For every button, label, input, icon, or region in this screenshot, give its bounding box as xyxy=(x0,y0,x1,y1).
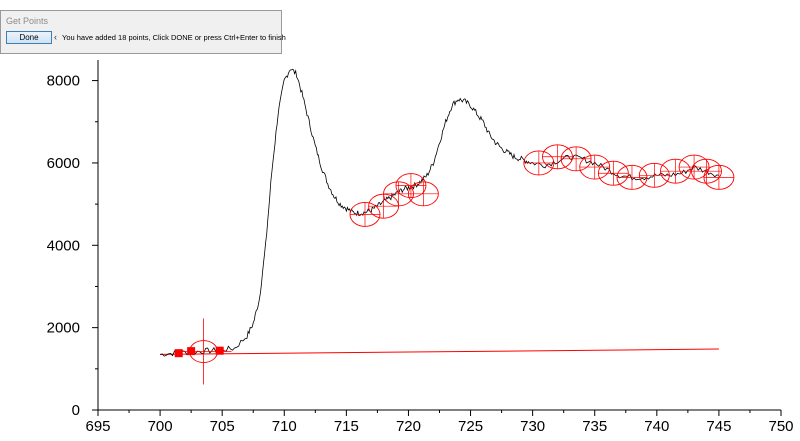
picked-point-marker[interactable] xyxy=(597,160,629,186)
anchor-square-marker[interactable] xyxy=(187,347,196,356)
cursor-crosshair[interactable] xyxy=(175,318,232,385)
picked-point-marker[interactable] xyxy=(523,150,555,176)
dialog-title: Get Points xyxy=(6,16,49,26)
picked-point-marker[interactable] xyxy=(616,164,648,190)
picked-point-marker[interactable] xyxy=(638,162,670,188)
axis-ticks xyxy=(92,80,782,416)
y-tick-label: 0 xyxy=(72,402,80,419)
x-tick-label: 725 xyxy=(458,418,483,435)
x-tick-label: 750 xyxy=(768,418,793,435)
x-tick-label: 745 xyxy=(706,418,731,435)
y-tick-label: 6000 xyxy=(47,155,80,172)
x-tick-label: 710 xyxy=(272,418,297,435)
picked-point-marker[interactable] xyxy=(703,164,735,190)
picked-point-marker[interactable] xyxy=(560,146,592,172)
y-tick-label: 2000 xyxy=(47,320,80,337)
y-tick-label: 4000 xyxy=(47,237,80,254)
x-tick-label: 700 xyxy=(148,418,173,435)
x-tick-label: 695 xyxy=(85,418,110,435)
x-tick-label: 735 xyxy=(582,418,607,435)
anchor-square-marker[interactable] xyxy=(215,346,224,355)
x-tick-label: 715 xyxy=(334,418,359,435)
done-button[interactable]: Done xyxy=(6,31,52,44)
x-tick-label: 720 xyxy=(396,418,421,435)
axes xyxy=(97,60,781,411)
anchor-square-marker[interactable] xyxy=(174,349,183,358)
x-tick-label: 730 xyxy=(520,418,545,435)
y-tick-label: 8000 xyxy=(47,73,80,90)
series-layer xyxy=(159,68,719,357)
x-tick-label: 705 xyxy=(210,418,235,435)
picked-point-marker[interactable] xyxy=(678,154,710,180)
picked-point-marker[interactable] xyxy=(542,144,573,170)
picked-point-marker[interactable] xyxy=(579,154,611,180)
dialog-message: You have added 18 points, Click DONE or … xyxy=(62,33,286,42)
picked-point-marker[interactable] xyxy=(349,201,381,227)
picked-point-marker[interactable] xyxy=(368,193,400,219)
axis-tick-labels: 695 700 705 710 715 720 725 730 735 740 745 750 0 200… xyxy=(47,73,794,435)
x-tick-label: 740 xyxy=(644,418,669,435)
picked-point-marker[interactable] xyxy=(407,181,439,207)
spectrum-line xyxy=(159,68,719,357)
arrow-icon: ‹ xyxy=(54,32,57,42)
marker-layer[interactable] xyxy=(174,144,735,385)
get-points-dialog: Get Points Done ‹ You have added 18 poin… xyxy=(0,10,286,54)
picked-point-marker[interactable] xyxy=(659,158,691,184)
baseline-line xyxy=(160,348,719,355)
